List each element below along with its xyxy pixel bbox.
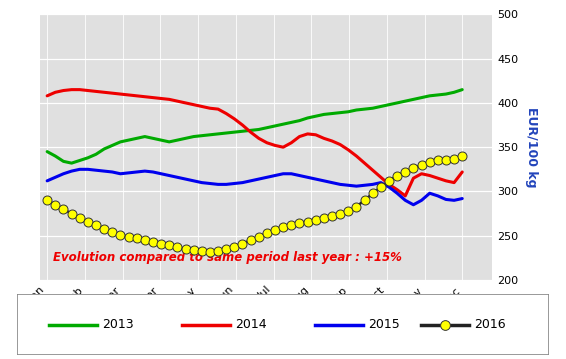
FancyBboxPatch shape [17,294,549,355]
Text: 2016: 2016 [474,318,506,331]
Text: 2015: 2015 [368,318,400,331]
Y-axis label: EUR/100 kg: EUR/100 kg [525,107,538,187]
Text: 2014: 2014 [235,318,267,331]
Text: Evolution compared to same period last year : +15%: Evolution compared to same period last y… [53,251,402,265]
Text: 2013: 2013 [102,318,134,331]
